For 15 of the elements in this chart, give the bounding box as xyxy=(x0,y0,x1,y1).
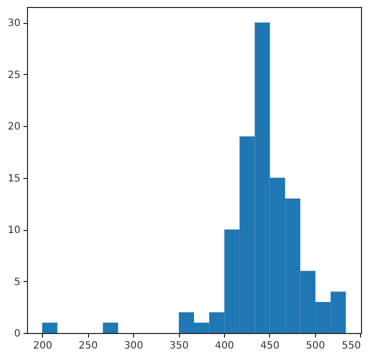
x-tick-label: 250 xyxy=(78,340,98,352)
y-tick-label: 25 xyxy=(8,70,20,81)
x-tick-label: 400 xyxy=(214,340,234,352)
x-tick-label: 550 xyxy=(342,340,361,352)
x-tick-label: 300 xyxy=(124,340,144,352)
y-tick-label: 5 xyxy=(14,276,20,288)
x-tick-label: 450 xyxy=(260,340,280,352)
x-tick-label: 350 xyxy=(170,340,189,352)
y-tick-label: 0 xyxy=(14,328,20,340)
y-tick-label: 10 xyxy=(8,225,20,236)
y-tick-label: 20 xyxy=(8,122,20,133)
y-tick-label: 30 xyxy=(8,18,20,30)
x-tick-label: 200 xyxy=(33,340,52,352)
x-tick-label: 500 xyxy=(306,340,325,352)
y-tick-label: 15 xyxy=(8,173,20,184)
